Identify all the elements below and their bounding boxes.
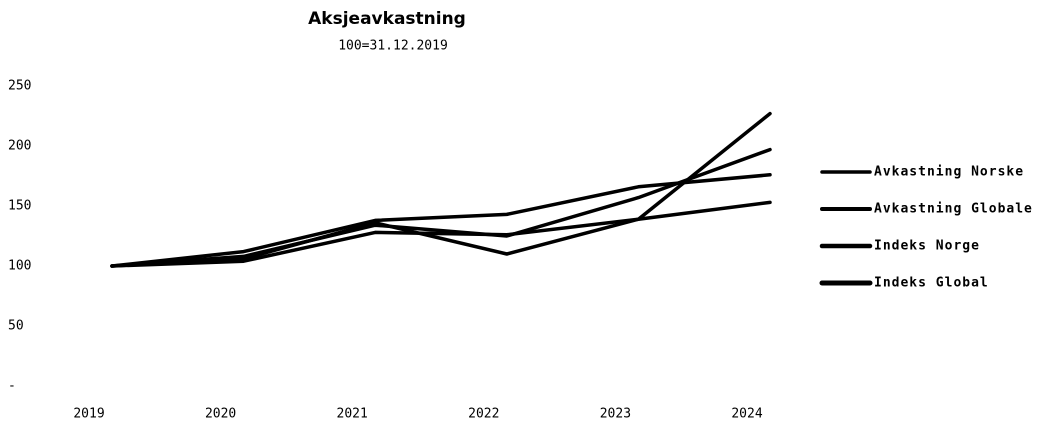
x-tick-label: 2024 bbox=[731, 407, 762, 422]
x-tick-label: 2023 bbox=[600, 407, 631, 422]
chart-subtitle: 100=31.12.2019 bbox=[338, 39, 448, 54]
y-tick-label: 50 bbox=[8, 319, 24, 334]
x-tick-label: 2022 bbox=[468, 407, 499, 422]
chart-title: Aksjeavkastning bbox=[308, 9, 466, 29]
line-series bbox=[110, 173, 772, 268]
legend-label: Indeks Global bbox=[874, 276, 989, 291]
x-tick-label: 2019 bbox=[73, 407, 104, 422]
y-tick-label: 100 bbox=[8, 259, 31, 274]
x-tick-label: 2021 bbox=[337, 407, 368, 422]
y-tick-label: 200 bbox=[8, 139, 31, 154]
y-tick-label: 250 bbox=[8, 79, 31, 94]
line-series bbox=[110, 200, 772, 268]
legend-label: Indeks Norge bbox=[874, 239, 980, 254]
legend-label: Avkastning Globale bbox=[874, 202, 1033, 217]
x-tick-label: 2020 bbox=[205, 407, 236, 422]
legend-label: Avkastning Norske bbox=[874, 165, 1024, 180]
line-series bbox=[110, 147, 772, 268]
line-series bbox=[110, 111, 772, 268]
y-tick-label: 150 bbox=[8, 199, 31, 214]
y-tick-label: - bbox=[8, 379, 16, 394]
